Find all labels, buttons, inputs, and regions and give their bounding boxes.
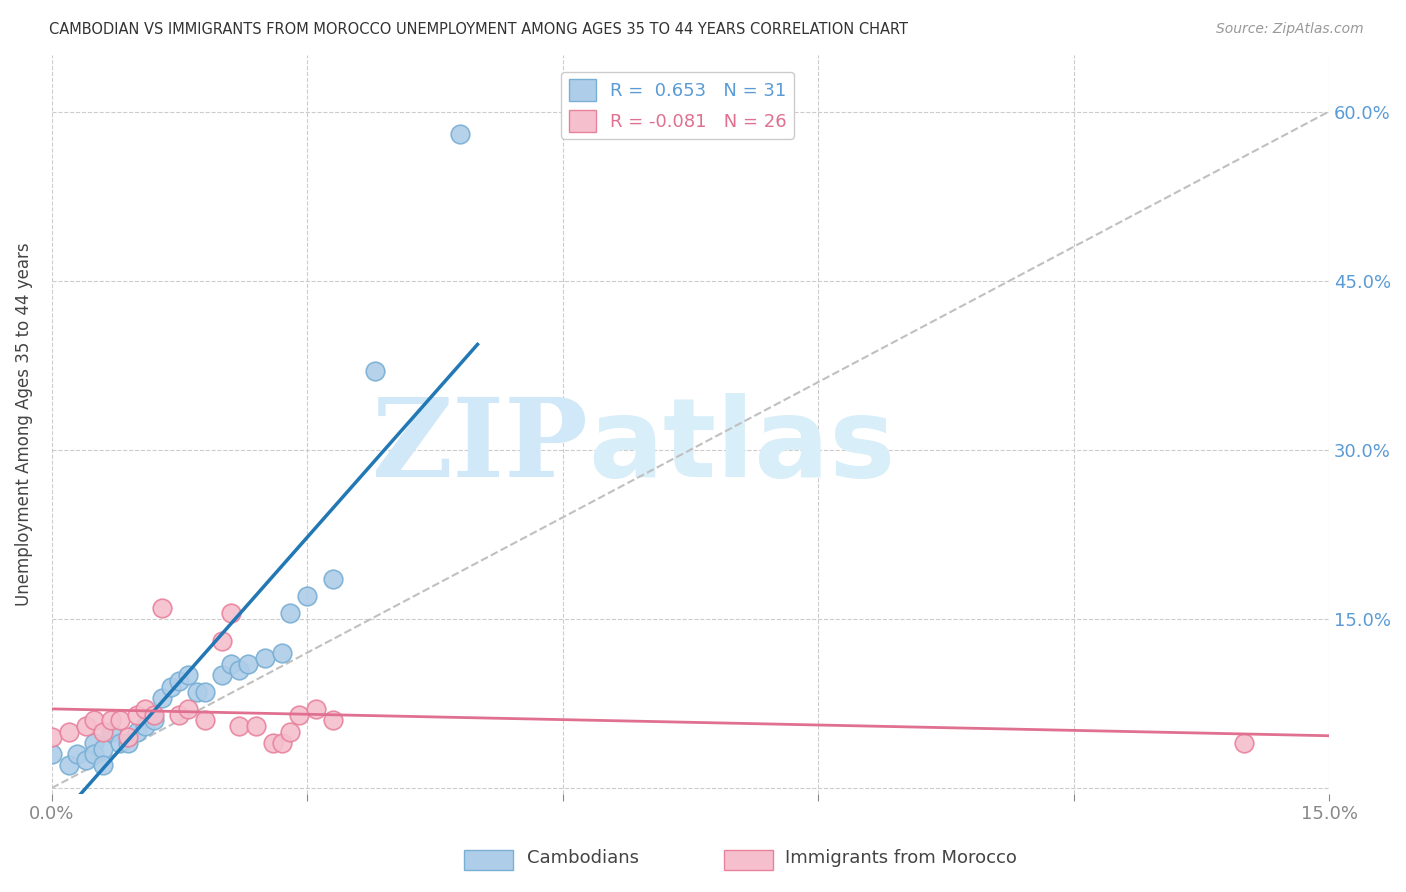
Point [75, 719, 97, 733]
Legend: R =  0.653   N = 31, R = -0.081   N = 26: R = 0.653 N = 31, R = -0.081 N = 26 [561, 71, 794, 139]
Text: Immigrants from Morocco: Immigrants from Morocco [785, 849, 1017, 867]
Point [177, 702, 200, 716]
Point [58, 724, 80, 739]
Point [41, 747, 63, 762]
Point [152, 600, 174, 615]
Point [58, 758, 80, 772]
Point [108, 736, 131, 750]
Point [194, 714, 217, 728]
Point [194, 685, 217, 699]
Point [219, 607, 242, 621]
Point [152, 690, 174, 705]
Point [287, 707, 309, 722]
Point [245, 719, 267, 733]
Point [169, 707, 191, 722]
Point [100, 724, 122, 739]
Point [364, 364, 387, 378]
Point [117, 731, 139, 745]
Point [91, 758, 114, 772]
Point [91, 741, 114, 756]
Point [108, 714, 131, 728]
Point [100, 714, 122, 728]
Point [186, 685, 208, 699]
Point [142, 714, 165, 728]
Point [177, 668, 200, 682]
Point [134, 702, 156, 716]
Point [278, 607, 301, 621]
Point [450, 127, 472, 141]
Point [160, 680, 183, 694]
Y-axis label: Unemployment Among Ages 35 to 44 years: Unemployment Among Ages 35 to 44 years [15, 243, 32, 607]
Point [322, 573, 344, 587]
Text: ZIP: ZIP [371, 393, 588, 500]
Point [228, 719, 250, 733]
Point [236, 657, 259, 671]
Point [211, 668, 233, 682]
Point [1233, 736, 1256, 750]
Point [83, 747, 105, 762]
Point [270, 646, 292, 660]
Point [228, 663, 250, 677]
Point [270, 736, 292, 750]
Point [83, 736, 105, 750]
Point [142, 707, 165, 722]
Text: Source: ZipAtlas.com: Source: ZipAtlas.com [1216, 22, 1364, 37]
Point [117, 736, 139, 750]
Point [134, 719, 156, 733]
Point [75, 753, 97, 767]
Point [125, 724, 148, 739]
Point [91, 724, 114, 739]
Point [219, 657, 242, 671]
Point [253, 651, 276, 665]
Point [262, 736, 284, 750]
Point [211, 634, 233, 648]
Text: atlas: atlas [588, 393, 896, 500]
Point [305, 702, 328, 716]
Point [125, 707, 148, 722]
Point [83, 714, 105, 728]
Text: CAMBODIAN VS IMMIGRANTS FROM MOROCCO UNEMPLOYMENT AMONG AGES 35 TO 44 YEARS CORR: CAMBODIAN VS IMMIGRANTS FROM MOROCCO UNE… [49, 22, 908, 37]
Point [66, 747, 89, 762]
Point [322, 714, 344, 728]
Text: Cambodians: Cambodians [527, 849, 640, 867]
Point [295, 590, 318, 604]
Point [41, 731, 63, 745]
Point [278, 724, 301, 739]
Point [169, 673, 191, 688]
